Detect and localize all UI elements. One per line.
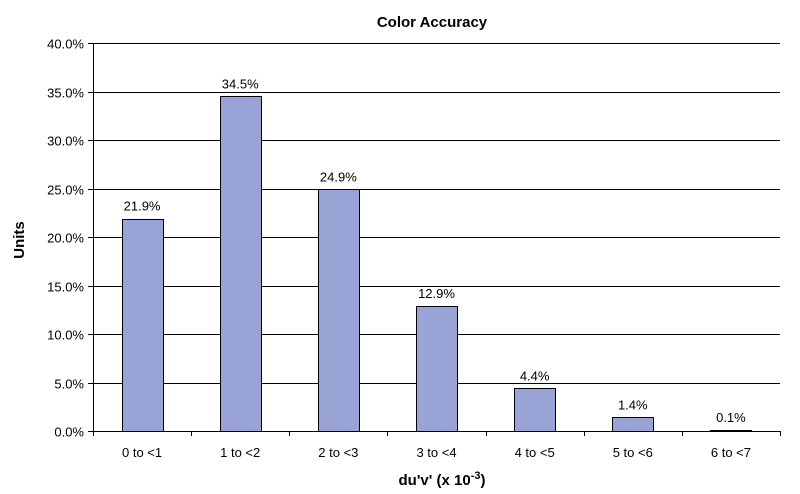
y-tick-label: 5.0%	[54, 377, 84, 392]
x-tick-label: 3 to <4	[416, 445, 456, 460]
bar	[220, 96, 262, 432]
bar-value-label: 34.5%	[222, 76, 259, 91]
y-tick-label: 10.0%	[47, 328, 84, 343]
y-tick-label: 40.0%	[47, 37, 84, 52]
y-axis-ticks: 0.0% 5.0% 10.0% 15.0% 20.0% 25.0% 30.0% 35.0% 40…	[47, 37, 93, 440]
x-tick-label: 2 to <3	[318, 445, 358, 460]
bar-value-label: 4.4%	[520, 368, 550, 383]
bars	[122, 96, 752, 432]
bar	[318, 189, 360, 432]
x-axis-label-superscript: -3	[471, 470, 481, 482]
gridlines	[93, 43, 780, 432]
y-tick-label: 20.0%	[47, 231, 84, 246]
x-axis-label-main: du'v' (x 10	[399, 472, 471, 489]
y-axis-label: Units	[11, 221, 28, 259]
x-tick-label: 4 to <5	[515, 445, 555, 460]
y-tick-label: 0.0%	[54, 425, 84, 440]
bar	[612, 417, 654, 432]
x-tick-label: 1 to <2	[220, 445, 260, 460]
y-tick-label: 30.0%	[47, 134, 84, 149]
y-tick-label: 35.0%	[47, 86, 84, 101]
bar-value-label: 12.9%	[418, 286, 455, 301]
bar-value-label: 1.4%	[618, 397, 648, 412]
bar	[122, 219, 164, 432]
chart-title: Color Accuracy	[377, 14, 488, 31]
x-axis-ticks: 0 to <1 1 to <2 2 to <3 3 to <4 4 to <5 5 to …	[93, 431, 781, 460]
x-axis-label-suffix: )	[480, 472, 485, 489]
bar-value-label: 24.9%	[320, 169, 357, 184]
x-tick-label: 6 to <7	[711, 445, 751, 460]
x-tick-label: 5 to <6	[613, 445, 653, 460]
bar	[514, 388, 556, 432]
bar-value-label: 0.1%	[716, 410, 746, 425]
bar-value-label: 21.9%	[124, 199, 161, 214]
x-tick-label: 0 to <1	[122, 445, 162, 460]
data-labels: 21.9% 34.5% 24.9% 12.9% 4.4% 1.4% 0.1%	[124, 76, 747, 425]
bar	[710, 430, 752, 432]
y-tick-label: 15.0%	[47, 280, 84, 295]
x-axis-label: du'v' (x 10-3)	[399, 470, 486, 489]
bar	[416, 306, 458, 432]
y-tick-label: 25.0%	[47, 183, 84, 198]
